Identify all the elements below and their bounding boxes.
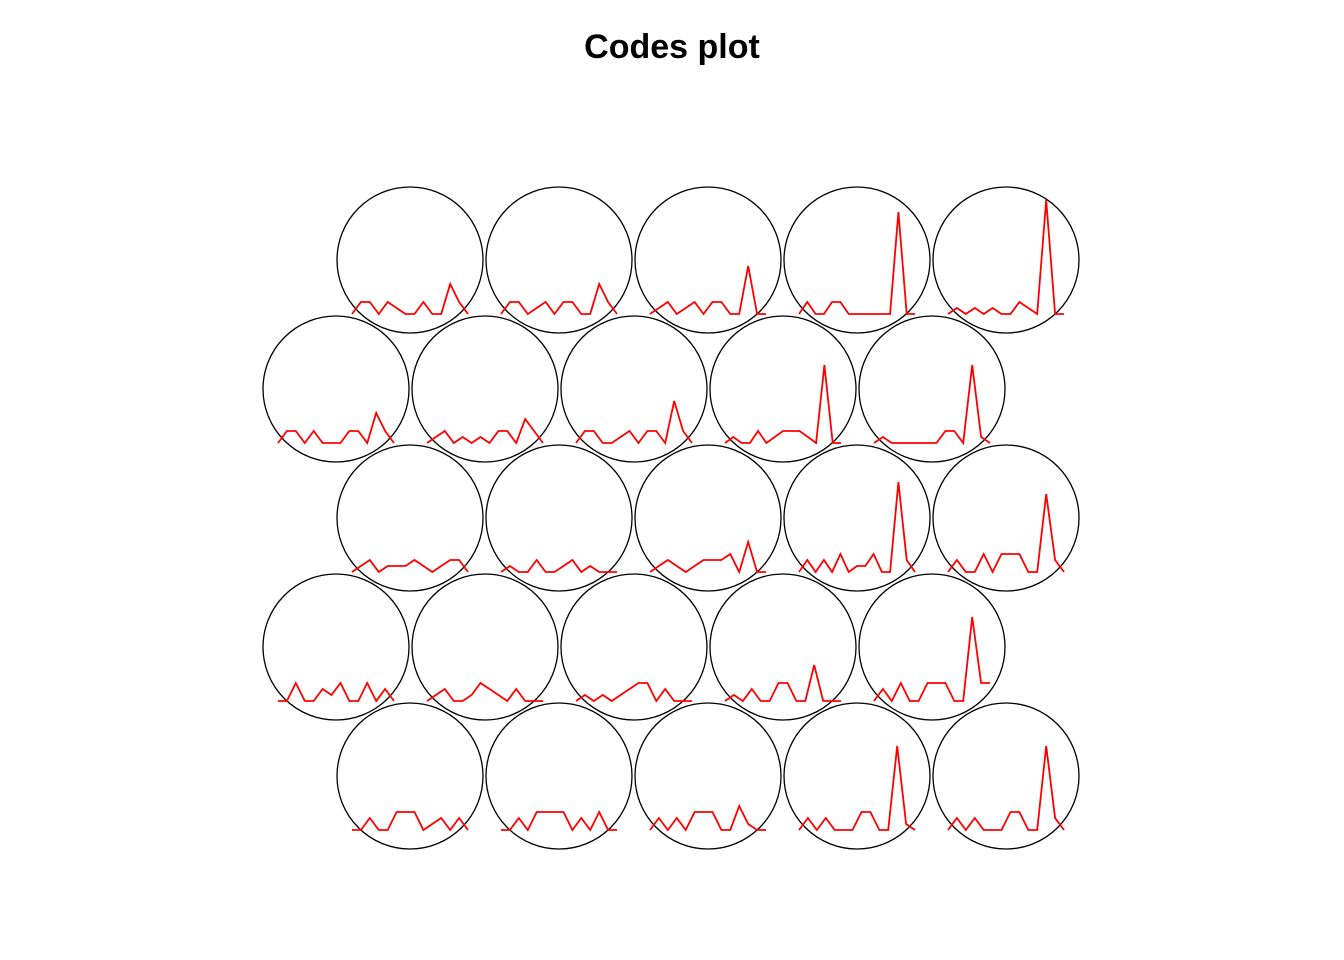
node-circle — [709, 573, 857, 721]
som-node-0-0 — [336, 186, 484, 334]
code-vector-line — [873, 616, 990, 703]
node-circle — [485, 444, 633, 592]
som-node-0-4 — [932, 186, 1080, 334]
code-vector-line — [798, 745, 916, 832]
node-circle — [858, 315, 1006, 463]
code-vector-line — [798, 481, 916, 574]
som-node-4-4 — [932, 702, 1080, 850]
code-vector-line — [575, 400, 693, 446]
node-circle — [783, 444, 931, 592]
chart-title: Codes plot — [584, 28, 760, 66]
node-circle — [336, 186, 484, 334]
som-node-2-3 — [783, 444, 931, 592]
som-node-3-3 — [709, 573, 857, 721]
som-node-1-4 — [858, 315, 1006, 463]
code-vector-line — [500, 281, 618, 316]
node-circle — [858, 573, 1006, 721]
som-node-3-2 — [560, 573, 708, 721]
node-circle — [634, 444, 782, 592]
node-circle — [411, 573, 559, 721]
node-circle — [485, 702, 633, 850]
code-vector-line — [724, 364, 841, 445]
node-circle — [262, 315, 410, 463]
node-circle — [932, 444, 1080, 592]
code-vector-line — [947, 199, 1064, 316]
node-circle — [783, 186, 931, 334]
code-vector-line — [649, 265, 766, 316]
code-vector-line — [649, 538, 766, 575]
som-node-1-1 — [411, 315, 559, 463]
code-vector-line — [649, 803, 766, 832]
som-node-0-3 — [783, 186, 931, 334]
code-vector-line — [947, 493, 1065, 575]
som-node-2-1 — [485, 444, 633, 592]
node-circle — [560, 573, 708, 721]
code-vector-line — [351, 558, 469, 574]
som-node-3-4 — [858, 573, 1006, 721]
som-node-2-2 — [634, 444, 782, 592]
code-vector-line — [947, 745, 1065, 832]
node-circle — [411, 315, 559, 463]
code-vector-line — [798, 211, 915, 315]
code-vector-line — [575, 682, 692, 703]
som-node-4-2 — [634, 702, 782, 850]
node-circle — [634, 702, 782, 850]
node-circle — [709, 315, 857, 463]
som-node-1-2 — [560, 315, 708, 463]
code-vector-line — [501, 809, 617, 832]
node-circle — [262, 573, 410, 721]
code-vector-line — [500, 558, 617, 574]
som-node-4-0 — [336, 702, 484, 850]
code-vector-line — [278, 680, 395, 703]
som-node-3-0 — [262, 573, 410, 721]
node-circle — [560, 315, 708, 463]
code-vector-line — [277, 410, 395, 445]
som-node-1-0 — [262, 315, 410, 463]
som-node-1-3 — [709, 315, 857, 463]
som-node-4-1 — [485, 702, 633, 850]
code-vector-line — [426, 681, 543, 703]
code-vector-line — [724, 664, 841, 703]
som-node-4-3 — [783, 702, 931, 850]
node-circle — [932, 702, 1080, 850]
som-node-2-0 — [336, 444, 484, 592]
node-circle — [932, 186, 1080, 334]
node-circle — [485, 186, 633, 334]
som-node-0-2 — [634, 186, 782, 334]
som-node-0-1 — [485, 186, 633, 334]
node-circle — [783, 702, 931, 850]
node-circle — [336, 444, 484, 592]
som-node-2-4 — [932, 444, 1080, 592]
code-vector-line — [873, 364, 991, 446]
node-circle — [336, 702, 484, 850]
code-vector-line — [426, 417, 544, 445]
code-vector-line — [352, 811, 469, 832]
code-vector-line — [351, 281, 469, 316]
som-node-3-1 — [411, 573, 559, 721]
node-circle — [634, 186, 782, 334]
